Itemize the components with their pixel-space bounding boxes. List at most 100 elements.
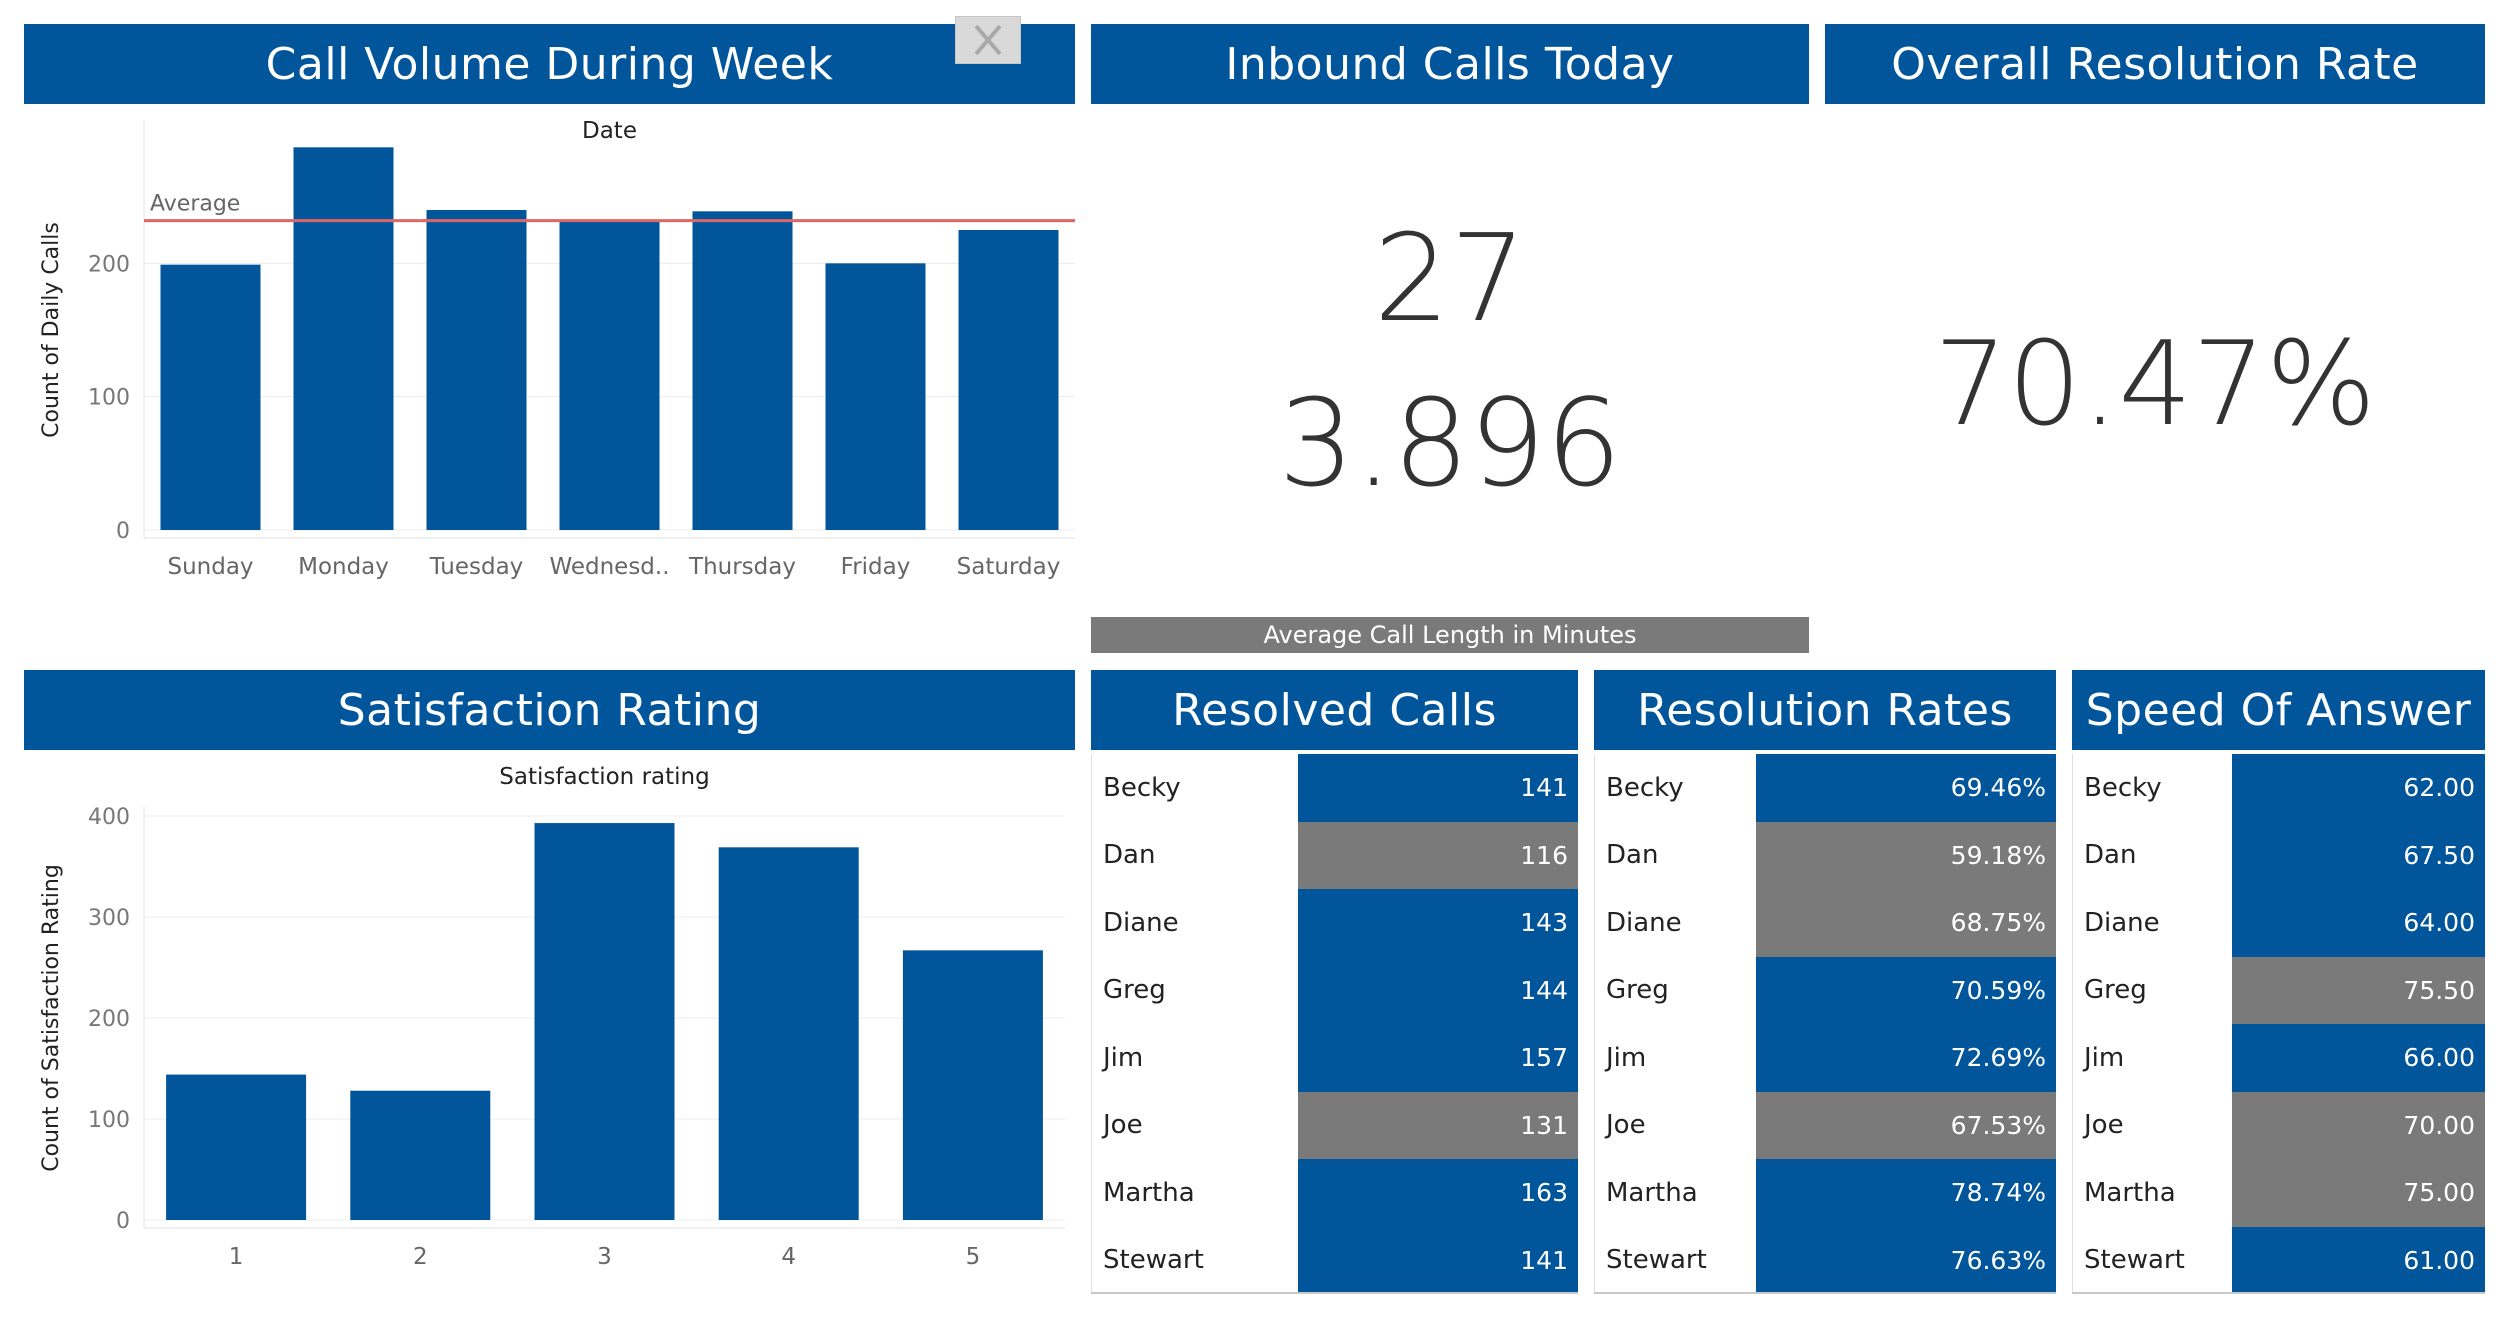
- chart-satisfaction: Satisfaction rating Count of Satisfaction…: [39, 764, 1065, 1270]
- table-bottom-border: [2072, 1292, 2485, 1294]
- row-value: 61.00: [2232, 1226, 2485, 1294]
- row-value: 72.69%: [1756, 1024, 2056, 1092]
- row-value: 78.74%: [1756, 1159, 2056, 1227]
- header-call-volume-label: Call Volume During Week: [265, 38, 834, 90]
- row-value: 62.00: [2232, 754, 2485, 822]
- chart-title: Satisfaction rating: [499, 764, 709, 790]
- bar-wednesd: [559, 222, 660, 530]
- x-tick-label: 5: [966, 1244, 981, 1270]
- row-name: Greg: [1103, 975, 1166, 1006]
- table-resolution-rates: Becky 69.46% Dan 59.18% Diane 68.75% Greg 70.59…: [1594, 754, 2056, 1294]
- y-tick-label: 300: [88, 906, 130, 931]
- x-tick-label: Wednesd..: [549, 554, 669, 580]
- bar-2: [350, 1090, 491, 1220]
- close-icon: [974, 24, 1002, 56]
- x-tick-label: Saturday: [957, 554, 1061, 580]
- bar-tuesday: [426, 210, 527, 530]
- table-left-border: [2072, 754, 2073, 1294]
- overall-resolution-rate-value: 70.47%: [1933, 317, 2377, 452]
- row-name: Martha: [1103, 1177, 1195, 1208]
- average-line-label: Average: [150, 192, 240, 217]
- close-button[interactable]: [955, 16, 1021, 64]
- y-tick-label: 100: [88, 386, 130, 411]
- row-name: Jim: [1103, 1042, 1144, 1073]
- row-value: 64.00: [2232, 889, 2485, 957]
- row-value: 75.50: [2232, 956, 2485, 1024]
- header-satisfaction-label: Satisfaction Rating: [337, 684, 762, 736]
- row-value: 76.63%: [1756, 1226, 2056, 1294]
- row-name: Dan: [2084, 840, 2137, 871]
- bar-saturday: [958, 230, 1059, 530]
- table-row: Joe 131: [1091, 1091, 1578, 1159]
- y-tick-label: 0: [116, 1209, 130, 1234]
- row-value: 141: [1298, 754, 1578, 822]
- table-row: Diane 64.00: [2072, 889, 2485, 957]
- table-row: Joe 70.00: [2072, 1091, 2485, 1159]
- row-name: Greg: [2084, 975, 2147, 1006]
- table-row: Greg 75.50: [2072, 956, 2485, 1024]
- row-value: 66.00: [2232, 1024, 2485, 1092]
- row-value: 67.53%: [1756, 1091, 2056, 1159]
- row-name: Diane: [1103, 907, 1179, 938]
- x-tick-label: Sunday: [167, 554, 253, 580]
- row-name: Becky: [2084, 772, 2162, 803]
- row-name: Dan: [1103, 840, 1156, 871]
- bar-4: [718, 847, 859, 1220]
- y-axis-label: Count of Satisfaction Rating: [39, 864, 64, 1172]
- header-resolved-calls-label: Resolved Calls: [1172, 684, 1497, 736]
- table-row: Dan 67.50: [2072, 821, 2485, 889]
- table-row: Greg 144: [1091, 956, 1578, 1024]
- table-row: Dan 116: [1091, 821, 1578, 889]
- avg-call-length-value: 3.896: [1278, 375, 1622, 514]
- x-tick-label: Thursday: [688, 554, 796, 580]
- bar-5: [902, 950, 1043, 1220]
- table-resolved-calls: Becky 141 Dan 116 Diane 143 Greg 144 Jim 157 Joe 13…: [1091, 754, 1578, 1294]
- table-row: Becky 69.46%: [1594, 754, 2056, 822]
- row-value: 144: [1298, 956, 1578, 1024]
- header-inbound-calls-label: Inbound Calls Today: [1225, 38, 1675, 90]
- y-axis-label: Count of Daily Calls: [39, 222, 64, 438]
- table-row: Greg 70.59%: [1594, 956, 2056, 1024]
- row-name: Joe: [2084, 1110, 2124, 1141]
- table-row: Stewart 141: [1091, 1226, 1578, 1294]
- bar-1: [166, 1074, 307, 1220]
- row-value: 141: [1298, 1226, 1578, 1294]
- table-bottom-border: [1091, 1292, 1578, 1294]
- chart-title: Date: [582, 118, 637, 144]
- table-row: Becky 141: [1091, 754, 1578, 822]
- header-speed-of-answer-label: Speed Of Answer: [2085, 684, 2472, 736]
- row-value: 143: [1298, 889, 1578, 957]
- row-value: 69.46%: [1756, 754, 2056, 822]
- row-name: Martha: [2084, 1177, 2176, 1208]
- bar-friday: [825, 263, 926, 530]
- table-left-border: [1091, 754, 1092, 1294]
- table-speed-of-answer: Becky 62.00 Dan 67.50 Diane 64.00 Greg 75.50 Jim…: [2072, 754, 2485, 1294]
- table-row: Stewart 61.00: [2072, 1226, 2485, 1294]
- header-resolution-rates-label: Resolution Rates: [1637, 684, 2013, 736]
- row-value: 163: [1298, 1159, 1578, 1227]
- header-resolution-rate: Overall Resolution Rate: [1825, 24, 2485, 104]
- y-tick-label: 200: [88, 252, 130, 277]
- table-row: Jim 72.69%: [1594, 1024, 2056, 1092]
- row-name: Jim: [2084, 1042, 2125, 1073]
- row-value: 59.18%: [1756, 821, 2056, 889]
- header-resolved-calls: Resolved Calls: [1091, 670, 1578, 750]
- bar-sunday: [160, 264, 261, 530]
- table-row: Joe 67.53%: [1594, 1091, 2056, 1159]
- header-resolution-rate-label: Overall Resolution Rate: [1891, 38, 2419, 90]
- table-row: Martha 163: [1091, 1159, 1578, 1227]
- row-name: Becky: [1606, 772, 1684, 803]
- table-row: Jim 66.00: [2072, 1024, 2485, 1092]
- row-name: Greg: [1606, 975, 1669, 1006]
- header-speed-of-answer: Speed Of Answer: [2072, 670, 2485, 750]
- row-name: Becky: [1103, 772, 1181, 803]
- row-name: Stewart: [2084, 1245, 2185, 1276]
- row-value: 67.50: [2232, 821, 2485, 889]
- y-tick-label: 0: [116, 519, 130, 544]
- header-satisfaction: Satisfaction Rating: [24, 670, 1075, 750]
- row-value: 116: [1298, 821, 1578, 889]
- row-name: Diane: [2084, 907, 2160, 938]
- x-tick-label: 2: [413, 1244, 428, 1270]
- inbound-calls-value: 27: [1373, 210, 1527, 349]
- row-name: Joe: [1103, 1110, 1143, 1141]
